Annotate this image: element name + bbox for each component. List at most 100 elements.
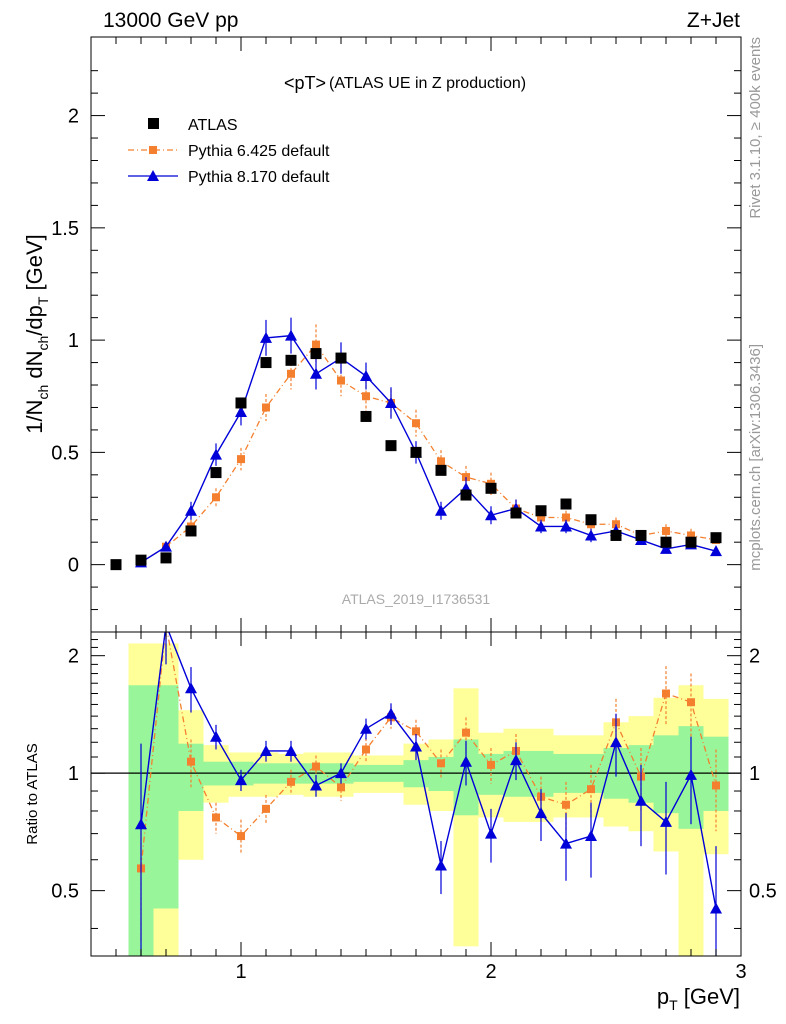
ratio-py8-point <box>235 774 247 786</box>
svg-text:pT [GeV]: pT [GeV] <box>657 984 740 1013</box>
energy-label: 13000 GeV pp <box>103 9 238 32</box>
main-y-tick-label: 0 <box>68 555 79 577</box>
atlas-point <box>110 559 122 571</box>
ratio-py8-point <box>560 837 572 849</box>
ratio-y-tick-label: 0.5 <box>51 881 79 903</box>
py6-point <box>262 403 270 412</box>
atlas-point <box>160 552 172 564</box>
ratio-py6-point <box>437 759 445 768</box>
ratio-py6-point <box>337 783 345 792</box>
ratio-y-tick-label: 2 <box>68 646 79 668</box>
ratio-py8-point <box>610 736 622 748</box>
py8-point <box>210 448 222 460</box>
py8-point <box>485 509 497 521</box>
atlas-point <box>135 554 147 566</box>
ratio-py6-point <box>262 804 270 813</box>
atlas-point <box>510 507 522 519</box>
legend-marker-atlas <box>148 118 159 129</box>
main-y-tick-label: 1 <box>68 330 79 352</box>
ratio-py6-point <box>412 727 420 736</box>
rivet-label: Rivet 3.1.10, ≥ 400k events <box>747 37 764 219</box>
atlas-point <box>235 397 247 409</box>
ratio-py6-point <box>662 689 670 698</box>
ratio-y-tick-label: 1 <box>68 763 79 785</box>
ratio-py8-point <box>210 730 222 742</box>
ratio-py8-point <box>685 768 697 780</box>
ratio-py6-point <box>712 781 720 790</box>
ratio-band-green <box>153 685 179 909</box>
atlas-point <box>460 489 472 501</box>
py8-point <box>585 529 597 541</box>
ratio-py8-point <box>260 744 272 756</box>
main-subtitle: (ATLAS UE in Z production) <box>329 75 526 92</box>
x-tick-label: 2 <box>485 961 496 983</box>
py6-point <box>362 392 370 401</box>
atlas-point <box>260 357 272 369</box>
py8-point <box>160 540 172 552</box>
legend-label-py6: Pythia 6.425 default <box>188 143 330 160</box>
ratio-py6-point <box>487 760 495 769</box>
ratio-py6-point <box>187 757 195 766</box>
py8-point <box>535 520 547 532</box>
py8-point <box>310 367 322 379</box>
x-axis-label: pT [GeV] <box>657 984 740 1013</box>
atlas-point <box>410 446 422 458</box>
main-y-tick-label: 0.5 <box>51 442 79 464</box>
py6-point <box>412 419 420 428</box>
atlas-point <box>360 410 372 422</box>
process-label: Z+Jet <box>687 9 740 32</box>
atlas-point <box>685 536 697 548</box>
atlas-point <box>585 514 597 526</box>
atlas-point <box>335 352 347 364</box>
ratio-py8-point <box>310 779 322 791</box>
ratio-y-tick-label-right: 2 <box>749 646 760 668</box>
ratio-py8-point <box>485 827 497 839</box>
legend-marker-py8 <box>147 170 159 181</box>
ratio-py8-point <box>385 707 397 719</box>
ratio-band-green <box>703 736 729 811</box>
ratio-py8-point <box>135 818 147 830</box>
svg-text:1/Nch dNch/dpT [GeV]: 1/Nch dNch/dpT [GeV] <box>22 234 51 434</box>
py8-point <box>710 545 722 557</box>
py6-point <box>287 369 295 378</box>
py8-point <box>235 405 247 417</box>
main-panel: 0 0.5 1 1.5 2 <pT> (ATLAS UE in Z production… <box>22 36 742 633</box>
watermark-label: ATLAS_2019_I1736531 <box>342 591 491 607</box>
ratio-y-tick-label-right: 1 <box>749 763 760 785</box>
mcplots-label: mcplots.cern.ch [arXiv:1306.3436] <box>747 344 764 571</box>
py6-point <box>437 457 445 466</box>
ratio-py8-point <box>510 754 522 766</box>
ratio-py6-point <box>212 813 220 822</box>
py8-point <box>185 504 197 516</box>
py6-line <box>140 343 717 563</box>
x-tick-label: 3 <box>735 961 746 983</box>
atlas-point <box>185 525 197 537</box>
main-y-tick-label: 2 <box>68 106 79 128</box>
py8-line <box>140 334 717 563</box>
legend-label-py8: Pythia 8.170 default <box>188 169 330 186</box>
py8-point <box>560 520 572 532</box>
ratio-py8-point <box>710 902 722 914</box>
atlas-point <box>485 482 497 494</box>
atlas-point <box>560 498 572 510</box>
py6-point <box>312 340 320 349</box>
ratio-y-tick-label-right: 0.5 <box>749 881 777 903</box>
ratio-py8-point <box>460 755 472 767</box>
ratio-py6-point <box>462 728 470 737</box>
legend-marker-py6 <box>149 146 157 154</box>
ratio-py8-point <box>410 740 422 752</box>
ratio-py6-point <box>237 832 245 841</box>
ratio-py8-point <box>185 682 197 694</box>
ratio-py6-point <box>562 800 570 809</box>
main-ylabel: 1/Nch dNch/dpT [GeV] <box>22 234 51 434</box>
atlas-point <box>535 505 547 517</box>
ratio-py6-point <box>687 698 695 707</box>
x-tick-label: 1 <box>235 961 246 983</box>
py6-point <box>337 376 345 385</box>
ratio-py8-point <box>635 794 647 806</box>
ratio-py8-line <box>140 632 717 909</box>
legend: ATLAS Pythia 6.425 default Pythia 8.170 … <box>128 117 330 186</box>
ratio-ylabel: Ratio to ATLAS <box>24 743 41 844</box>
atlas-point <box>660 536 672 548</box>
ratio-py8-point <box>585 830 597 842</box>
